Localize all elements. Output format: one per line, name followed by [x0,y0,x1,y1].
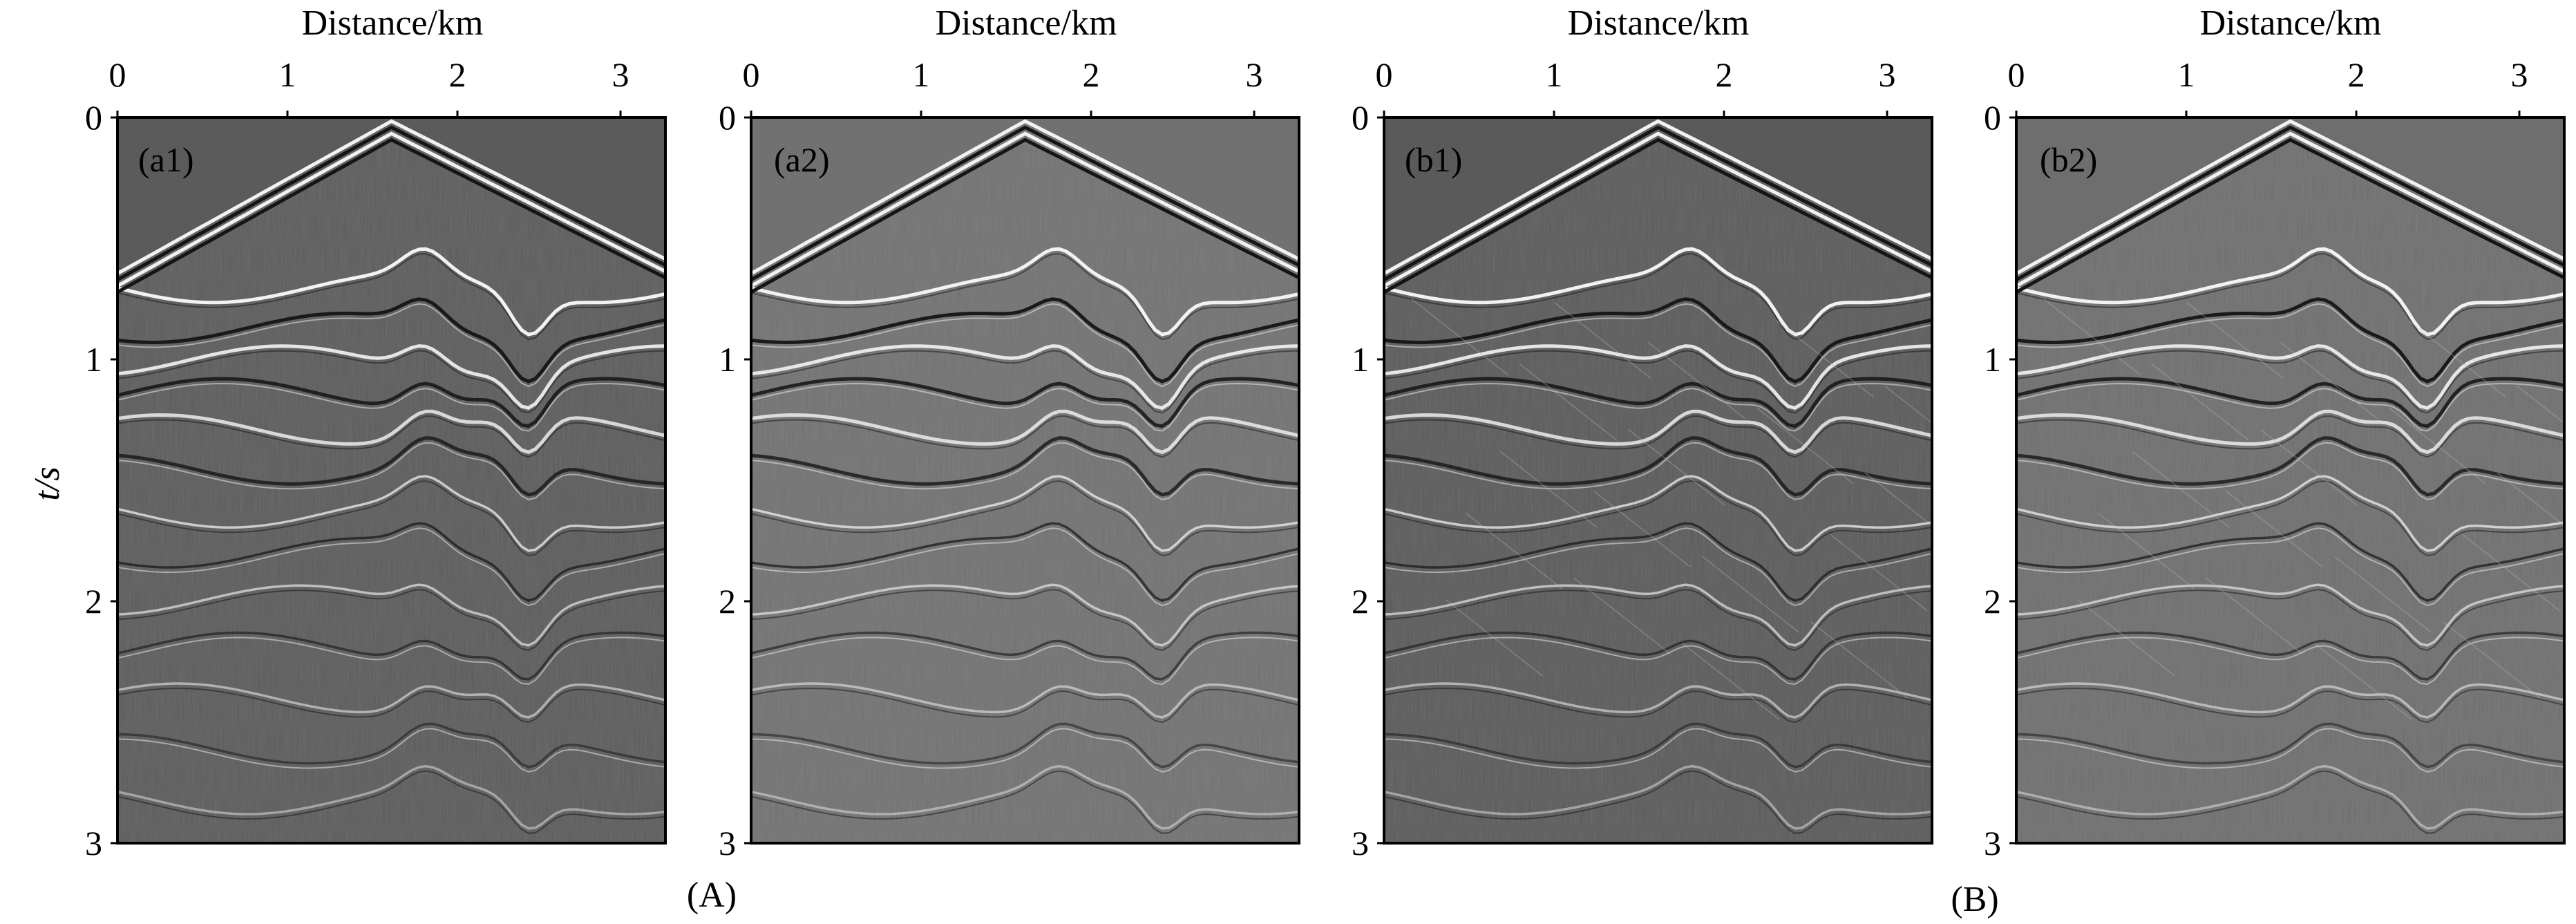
panel-b1: Distance/km 0 1 2 3 0 1 2 3 (b1) [1352,3,1933,862]
panel-b1-y-tick-labels: 0 1 2 3 [1352,98,1369,862]
panel-b1-y-tick-2: 2 [1352,582,1369,621]
panel-a2-x-tick-3: 3 [1246,55,1263,94]
panel-b2: Distance/km 0 1 2 3 0 1 2 3 (b2) [1984,3,2566,862]
panel-b2-y-tick-3: 3 [1984,824,2001,862]
panel-b1-x-tick-2: 2 [1716,55,1733,94]
panel-b2-x-tick-1: 1 [2178,55,2195,94]
panel-b2-x-axis-title: Distance/km [2200,3,2382,43]
panel-a2-y-tick-1: 1 [719,340,736,379]
panel-a2-image [744,111,1300,845]
panel-a2-y-tick-0: 0 [719,98,736,137]
panel-a2-y-tick-labels: 0 1 2 3 [719,98,736,862]
panel-b2-y-tick-labels: 0 1 2 3 [1984,98,2001,862]
group-label-a: (A) [687,876,737,915]
panel-a1-y-tick-2: 2 [85,582,102,621]
panel-b1-y-tick-3: 3 [1352,824,1369,862]
panel-a1: Distance/km 0 1 2 3 0 1 2 3 t/s (a1) [28,3,667,862]
panel-a2-x-tick-0: 0 [743,55,760,94]
panel-b1-x-tick-1: 1 [1546,55,1563,94]
panel-b1-x-tick-labels: 0 1 2 3 [1376,55,1896,94]
panel-a1-y-tick-3: 3 [85,824,102,862]
panel-b1-y-tick-1: 1 [1352,340,1369,379]
panel-a1-x-tick-labels: 0 1 2 3 [109,55,629,94]
panel-a1-x-tick-2: 2 [449,55,466,94]
panel-b2-y-tick-0: 0 [1984,98,2001,137]
panel-a1-x-tick-0: 0 [109,55,126,94]
panel-b2-x-tick-2: 2 [2348,55,2365,94]
panel-a1-x-axis-title: Distance/km [302,3,484,43]
panel-a2-label: (a2) [774,140,830,179]
panel-b2-y-tick-1: 1 [1984,340,2001,379]
panel-a1-y-tick-labels: 0 1 2 3 [85,98,102,862]
panel-a1-x-tick-1: 1 [279,55,296,94]
panel-a2-x-tick-1: 1 [913,55,930,94]
panel-a1-label: (a1) [138,140,194,179]
panel-a1-image [111,111,667,845]
panel-b2-x-tick-3: 3 [2511,55,2528,94]
panel-a2-x-tick-2: 2 [1083,55,1100,94]
panel-b1-label: (b1) [1405,140,1462,179]
panel-b1-x-axis-title: Distance/km [1568,3,1750,43]
panel-b2-image [2009,111,2566,845]
panel-a2: Distance/km 0 1 2 3 0 1 2 3 (a2) [719,3,1300,862]
panel-a1-y-tick-0: 0 [85,98,102,137]
panel-b1-x-tick-0: 0 [1376,55,1393,94]
panel-a2-x-tick-labels: 0 1 2 3 [743,55,1263,94]
panel-b2-x-tick-0: 0 [2008,55,2025,94]
panel-a2-y-tick-2: 2 [719,582,736,621]
panel-a1-y-axis-title: t/s [28,466,67,500]
group-label-b: (B) [1951,880,1998,919]
panel-b2-label: (b2) [2040,140,2097,179]
panel-b1-y-tick-0: 0 [1352,98,1369,137]
panel-b2-x-tick-labels: 0 1 2 3 [2008,55,2528,94]
panel-a1-y-tick-1: 1 [85,340,102,379]
panel-b2-y-tick-2: 2 [1984,582,2001,621]
panel-a2-y-tick-3: 3 [719,824,736,862]
panel-a2-x-axis-title: Distance/km [936,3,1117,43]
panel-b1-x-tick-3: 3 [1879,55,1896,94]
panel-a1-x-tick-3: 3 [612,55,629,94]
panel-b1-image [1377,111,1933,845]
